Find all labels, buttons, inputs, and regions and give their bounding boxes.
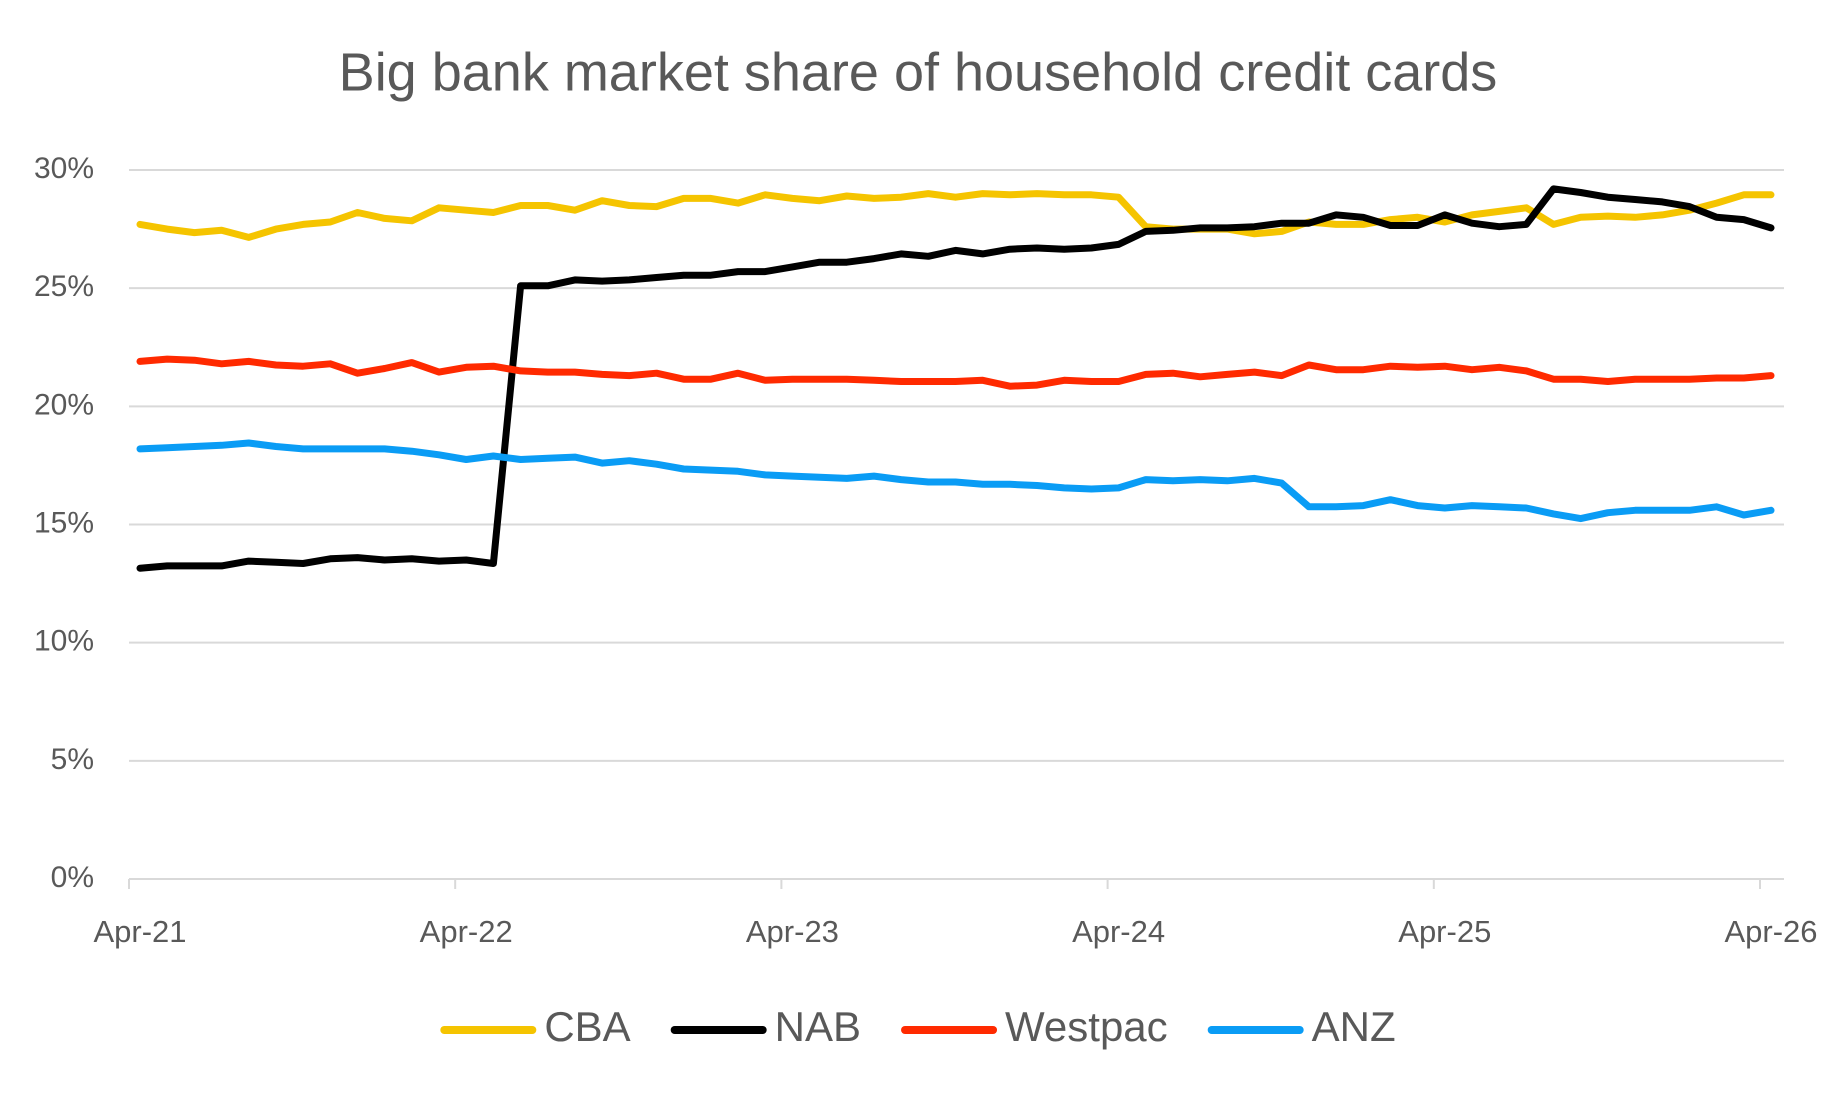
y-tick-label: 25% <box>34 270 94 303</box>
y-tick-label: 30% <box>34 152 94 185</box>
y-tick-label: 5% <box>51 743 94 776</box>
x-tick-label: Apr-23 <box>746 914 839 949</box>
x-tick-label: Apr-21 <box>93 914 186 949</box>
x-tick-label: Apr-22 <box>420 914 513 949</box>
legend-label: NAB <box>775 1003 861 1050</box>
legend-label: Westpac <box>1005 1003 1168 1050</box>
series-line <box>136 355 1775 390</box>
y-tick-label: 10% <box>34 625 94 658</box>
legend-label: ANZ <box>1312 1003 1396 1050</box>
y-tick-label: 15% <box>34 506 94 539</box>
series-line <box>136 439 1775 523</box>
x-tick-label: Apr-24 <box>1072 914 1165 949</box>
y-tick-label: 20% <box>34 388 94 421</box>
x-tick-label: Apr-26 <box>1724 914 1817 949</box>
series-line <box>136 190 1775 241</box>
x-tick-label: Apr-25 <box>1398 914 1491 949</box>
chart-title: Big bank market share of household credi… <box>339 42 1498 102</box>
series-line <box>136 185 1775 572</box>
y-tick-label: 0% <box>51 861 94 894</box>
legend-label: CBA <box>544 1003 630 1050</box>
